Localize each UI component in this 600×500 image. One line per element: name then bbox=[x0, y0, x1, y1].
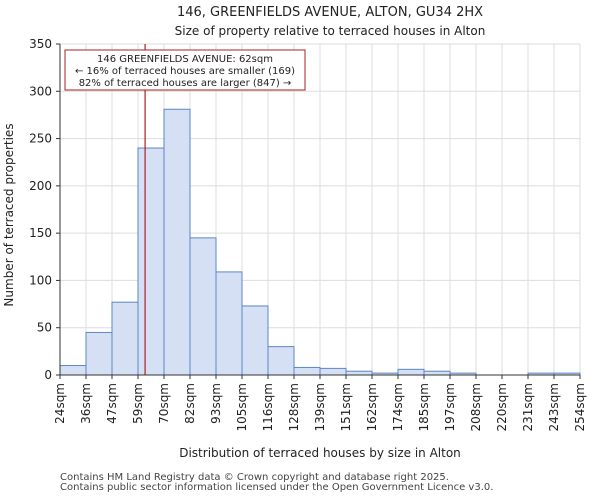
y-tick-labels: 0 50 100 150 200 250 300 350 bbox=[29, 37, 52, 382]
footer-line-2: Contains public sector information licen… bbox=[60, 482, 494, 493]
bar-174sqm bbox=[397, 368, 425, 376]
x-tick-label-70sqm: 70sqm bbox=[157, 383, 171, 424]
x-tick-label-47sqm: 47sqm bbox=[105, 383, 119, 424]
x-tick-label-128sqm: 128sqm bbox=[287, 383, 301, 431]
x-tick-label-208sqm: 208sqm bbox=[469, 383, 483, 431]
x-tick-label-139sqm: 139sqm bbox=[313, 383, 327, 431]
chart-title: 146, GREENFIELDS AVENUE, ALTON, GU34 2HX bbox=[177, 5, 483, 20]
x-axis-label: Distribution of terraced houses by size … bbox=[179, 446, 461, 460]
x-tick-label-220sqm: 220sqm bbox=[495, 383, 509, 431]
x-tick-label-197sqm: 197sqm bbox=[443, 383, 457, 431]
y-axis-label: Number of terraced properties bbox=[2, 123, 16, 306]
annotation-line-2: ← 16% of terraced houses are smaller (16… bbox=[75, 66, 295, 77]
x-tick-label-151sqm: 151sqm bbox=[339, 383, 353, 431]
x-tick-labels: 24sqm 36sqm 47sqm 59sqm 70sqm 82sqm 93sqm 105sq… bbox=[53, 383, 587, 431]
bar-47sqm bbox=[111, 301, 139, 376]
axes bbox=[56, 43, 581, 379]
x-tick-label-36sqm: 36sqm bbox=[79, 383, 93, 424]
x-tick-label-185sqm: 185sqm bbox=[417, 383, 431, 431]
bar-139sqm bbox=[319, 367, 347, 376]
x-tick-label-105sqm: 105sqm bbox=[235, 383, 249, 431]
annotation-box: 146 GREENFIELDS AVENUE: 62sqm ← 16% of t… bbox=[64, 49, 306, 91]
bar-93sqm bbox=[215, 271, 243, 376]
x-tick-label-174sqm: 174sqm bbox=[391, 383, 405, 431]
footer-line-1: Contains HM Land Registry data © Crown c… bbox=[60, 472, 449, 483]
bar-105sqm bbox=[241, 305, 269, 376]
y-tick-label-0: 0 bbox=[44, 368, 52, 382]
bar-70sqm bbox=[163, 108, 191, 376]
footer: Contains HM Land Registry data © Crown c… bbox=[60, 473, 493, 493]
x-tick-label-162sqm: 162sqm bbox=[365, 383, 379, 431]
x-tick-label-82sqm: 82sqm bbox=[183, 383, 197, 424]
y-tick-label-350: 350 bbox=[29, 37, 52, 51]
bar-36sqm bbox=[85, 331, 113, 376]
y-tick-label-200: 200 bbox=[29, 179, 52, 193]
annotation-line-3: 82% of terraced houses are larger (847) … bbox=[79, 78, 292, 89]
x-tick-label-93sqm: 93sqm bbox=[209, 383, 223, 424]
y-tick-label-150: 150 bbox=[29, 226, 52, 240]
y-tick-label-100: 100 bbox=[29, 273, 52, 287]
bar-82sqm bbox=[189, 237, 217, 376]
y-tick-label-250: 250 bbox=[29, 132, 52, 146]
x-tick-label-24sqm: 24sqm bbox=[53, 383, 67, 424]
x-tick-label-59sqm: 59sqm bbox=[131, 383, 145, 424]
bar-24sqm bbox=[59, 365, 87, 376]
bar-116sqm bbox=[267, 346, 295, 376]
x-tick-label-231sqm: 231sqm bbox=[521, 383, 535, 431]
annotation-line-1: 146 GREENFIELDS AVENUE: 62sqm bbox=[97, 54, 273, 65]
bar-151sqm bbox=[345, 370, 373, 376]
y-tick-label-300: 300 bbox=[29, 84, 52, 98]
annotation-frame bbox=[64, 49, 306, 91]
y-tick-label-50: 50 bbox=[37, 321, 52, 335]
bar-128sqm bbox=[293, 366, 321, 376]
chart-subtitle: Size of property relative to terraced ho… bbox=[175, 24, 486, 38]
x-tick-label-254sqm: 254sqm bbox=[573, 383, 587, 431]
bar-185sqm bbox=[423, 370, 451, 376]
bar-59sqm bbox=[137, 147, 165, 376]
x-tick-label-243sqm: 243sqm bbox=[547, 383, 561, 431]
x-tick-label-116sqm: 116sqm bbox=[261, 383, 275, 431]
bars bbox=[59, 108, 581, 376]
